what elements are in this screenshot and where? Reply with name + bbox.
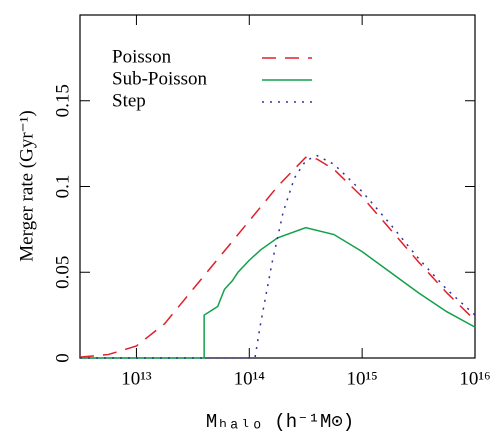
- series-line: [79, 156, 476, 358]
- x-tick-label: 10¹³: [121, 368, 152, 389]
- series-line: [80, 226, 476, 359]
- y-tick-label: 0.15: [52, 84, 73, 117]
- x-tick-label: 10¹⁵: [346, 368, 377, 389]
- legend-label: Step: [112, 90, 146, 111]
- x-tick-label: 10¹⁶: [459, 368, 490, 389]
- series-line: [80, 154, 476, 359]
- legend-label: Sub-Poisson: [112, 68, 208, 89]
- x-tick-label: 10¹⁴: [234, 368, 266, 389]
- y-tick-label: 0.1: [52, 175, 73, 199]
- y-axis-label: Merger rate (Gyr⁻¹): [16, 110, 37, 261]
- legend-label: Poisson: [112, 46, 172, 67]
- x-axis-label: Mₕₐₗₒ (h⁻¹M⊙): [206, 411, 354, 433]
- y-tick-label: 0.05: [52, 256, 73, 289]
- y-tick-label: 0: [52, 353, 73, 363]
